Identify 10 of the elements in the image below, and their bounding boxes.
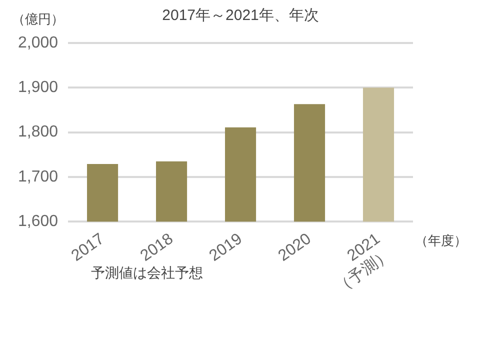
y-axis-title: （億円）: [12, 12, 64, 27]
text: 予測値は会社予想: [91, 264, 203, 280]
y-tick-label: 1,900: [18, 79, 58, 96]
y-tick-label: 1,700: [18, 168, 58, 186]
y-tick-label: 2,000: [18, 34, 58, 52]
x-axis-title: （年度）: [415, 233, 467, 248]
y-tick-label: 1,800: [18, 124, 58, 141]
x-tick-label: 2021 （予測）: [332, 230, 394, 298]
chart-title: 2017年～2021年、年次: [162, 7, 319, 24]
y-tick-label: 1,600: [18, 213, 58, 230]
